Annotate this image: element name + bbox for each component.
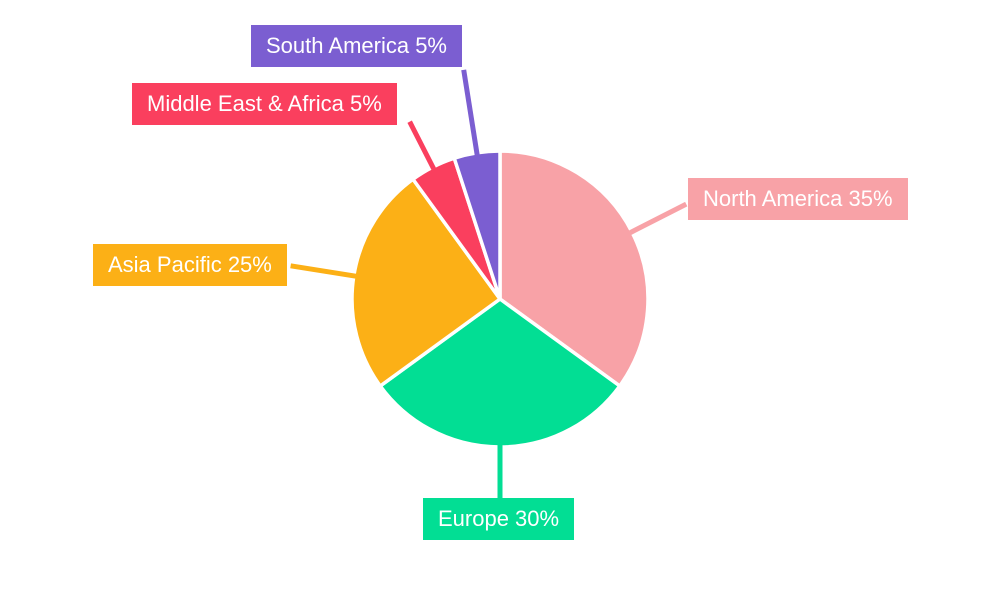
leader-line-north-america [628, 201, 688, 235]
slice-label-asia-pacific: Asia Pacific 25% [93, 244, 287, 286]
slice-label-europe: Europe 30% [423, 498, 575, 540]
slice-label-middle-east-africa: Middle East & Africa 5% [132, 83, 397, 125]
leader-line-asia-pacific [290, 263, 357, 279]
slice-label-north-america: North America 35% [688, 178, 908, 220]
leader-line-middle-east-africa [407, 120, 436, 171]
leader-line-south-america [461, 69, 480, 156]
slice-label-south-america: South America 5% [251, 25, 462, 67]
